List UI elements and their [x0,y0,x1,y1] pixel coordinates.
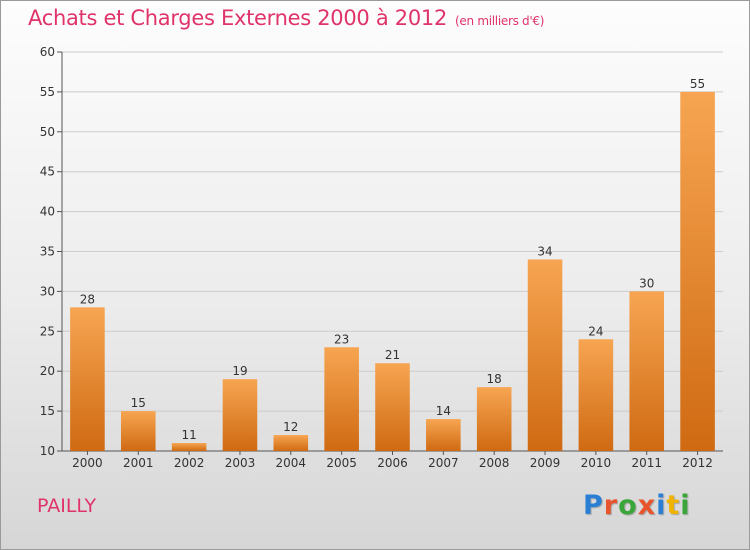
place-label: PAILLY [37,495,97,517]
logo-letter: i [680,490,691,521]
bar-2001 [120,411,156,451]
value-label-2007: 14 [436,404,451,418]
bar-2006 [375,363,410,451]
logo-letter: t [666,490,681,521]
bar-2002 [171,443,207,451]
y-tick-label: 45 [40,165,55,179]
x-tick-label-2011: 2011 [631,456,662,470]
value-label-2002: 11 [181,428,196,442]
x-tick-label-2003: 2003 [225,456,256,470]
y-tick-label: 25 [40,324,55,338]
logo-letter: x [637,490,657,521]
x-tick-label-2004: 2004 [276,456,307,470]
y-tick-label: 50 [40,125,55,139]
value-label-2009: 34 [537,244,552,258]
y-tick-label: 60 [40,45,55,59]
value-label-2000: 28 [80,292,95,306]
bar-2012 [680,91,715,452]
x-tick-label-2012: 2012 [682,456,713,470]
logo-letter: r [603,490,619,521]
x-tick-label-2008: 2008 [479,456,510,470]
x-tick-labels: 2000 2001 2002 2003 2004 2005 2006 2007 2008 2009… [72,456,713,470]
y-tick-label: 30 [40,284,55,298]
x-tick-label-2010: 2010 [581,456,612,470]
value-label-2010: 24 [588,324,603,338]
value-label-2005: 23 [334,332,349,346]
value-label-2011: 30 [639,276,654,290]
chart-unit: (en milliers d'€) [455,14,545,28]
chart-title-text: Achats et Charges Externes 2000 à 2012 [28,6,448,30]
x-tick-label-2001: 2001 [123,456,154,470]
y-tick-labels: 10 15 20 25 30 35 40 45 50 55 60 [40,45,55,458]
value-label-2004: 12 [283,420,298,434]
y-tick-label: 15 [40,404,55,418]
x-tick-label-2009: 2009 [530,456,561,470]
y-tick-label: 35 [40,245,55,259]
bar-2008 [476,387,512,451]
chart-title: Achats et Charges Externes 2000 à 2012 (e… [28,6,544,30]
y-tick-label: 55 [40,85,55,99]
logo-letter: i [656,490,667,521]
bar-2011 [629,291,665,451]
x-tick-label-2002: 2002 [174,456,205,470]
logo-letter: o [618,490,638,521]
x-tick-label-2006: 2006 [377,456,408,470]
x-tick-label-2000: 2000 [72,456,103,470]
bar-2010 [578,339,614,451]
x-tick-label-2005: 2005 [326,456,357,470]
value-label-2001: 15 [131,396,146,410]
logo-letter: P [583,490,604,521]
bar-2009 [527,259,563,451]
y-tick-label: 20 [40,364,55,378]
bar-2005 [324,347,359,451]
value-labels: 28 15 11 19 12 23 21 14 18 34 24 30 55 [80,77,705,442]
value-label-2003: 19 [232,364,247,378]
proxiti-logo: Proxiti [583,490,691,521]
bar-2003 [222,379,258,451]
x-tick-label-2007: 2007 [428,456,459,470]
bar-2004 [273,435,309,451]
y-tick-label: 10 [40,444,55,458]
value-label-2008: 18 [487,372,502,386]
bar-2000 [70,307,105,451]
value-label-2012: 55 [690,77,705,91]
y-tick-label: 40 [40,205,55,219]
value-label-2006: 21 [385,348,400,362]
bar-2007 [426,419,461,451]
bars [70,91,715,452]
